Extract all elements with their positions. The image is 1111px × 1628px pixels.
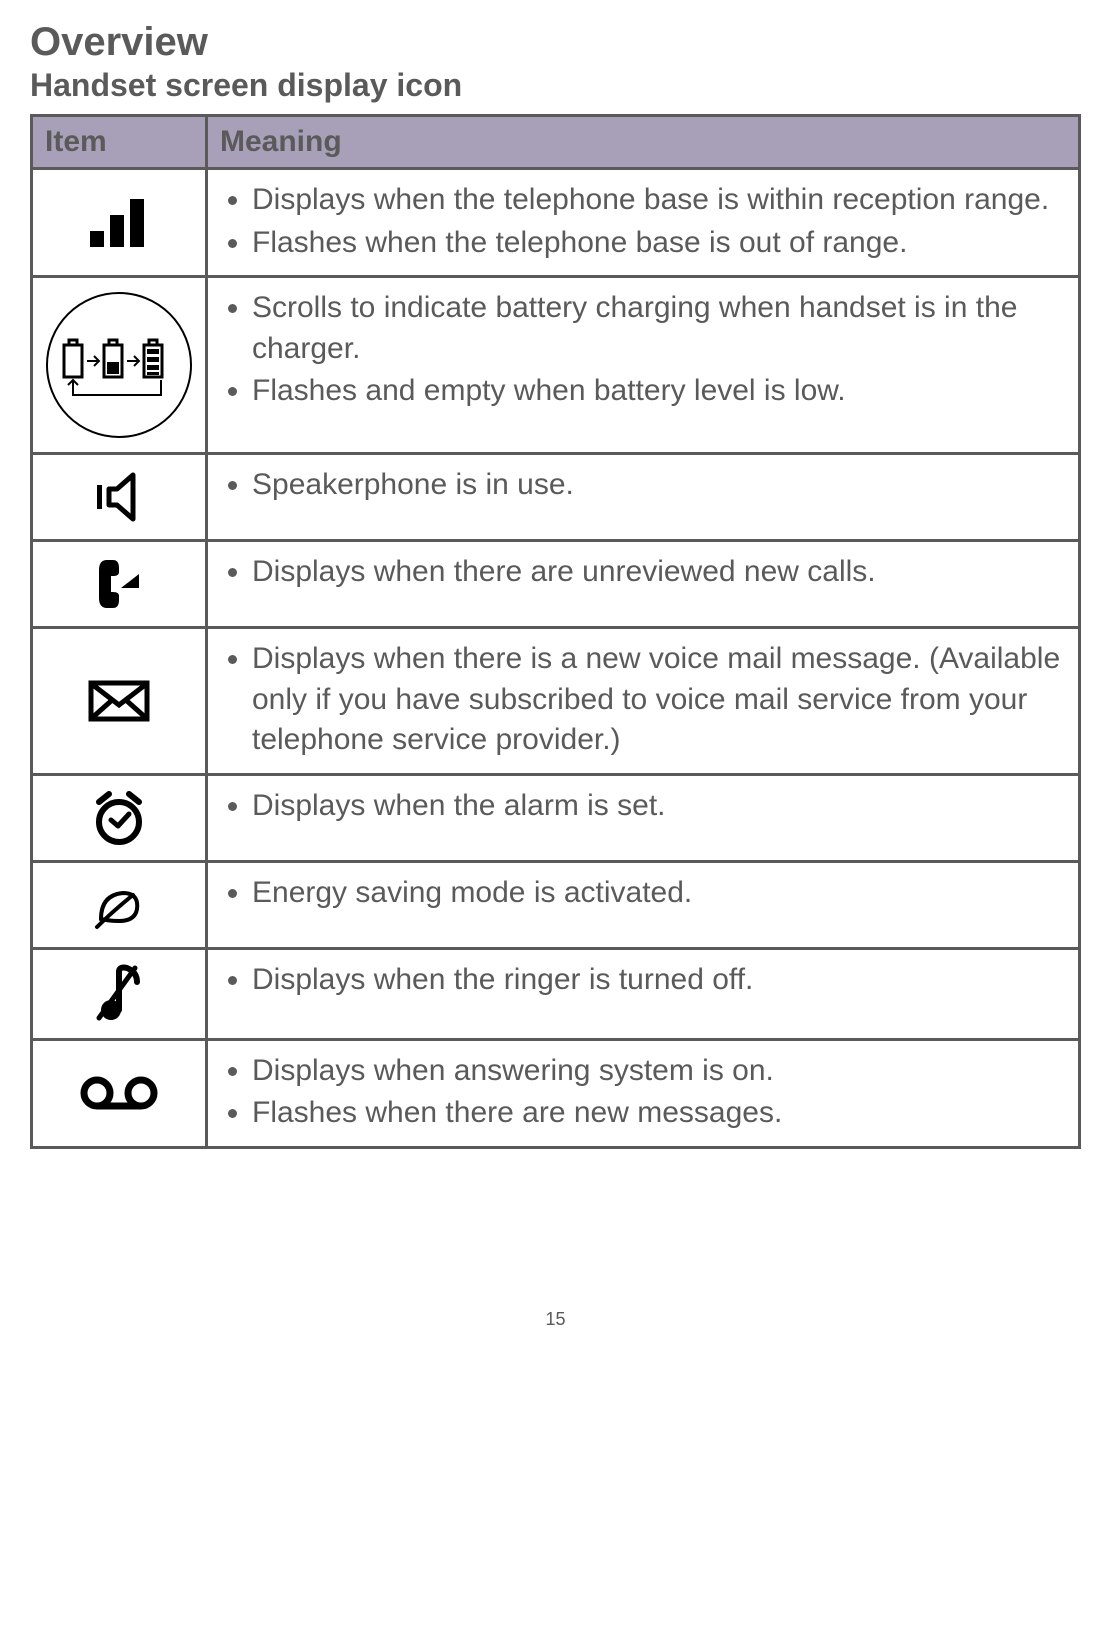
table-row: Displays when the ringer is turned off. <box>32 948 1080 1039</box>
meaning-point: Displays when the ringer is turned off. <box>252 960 1064 1001</box>
table-row: Displays when there are unreviewed new c… <box>32 541 1080 628</box>
table-row: Scrolls to indicate battery charging whe… <box>32 277 1080 454</box>
battery-icon <box>32 277 207 454</box>
meaning-point: Displays when the telephone base is with… <box>252 180 1064 221</box>
header-meaning: Meaning <box>207 116 1080 169</box>
meaning-point: Displays when answering system is on. <box>252 1051 1064 1092</box>
meaning-point: Energy saving mode is activated. <box>252 873 1064 914</box>
table-row: Speakerphone is in use. <box>32 454 1080 541</box>
table-row: Energy saving mode is activated. <box>32 861 1080 948</box>
table-row: Displays when the telephone base is with… <box>32 169 1080 277</box>
meaning-cell: Displays when the alarm is set. <box>207 774 1080 861</box>
page-number: 15 <box>30 1309 1081 1330</box>
meaning-point: Displays when there is a new voice mail … <box>252 639 1064 761</box>
missed-call-icon <box>32 541 207 628</box>
meaning-point: Flashes and empty when battery level is … <box>252 371 1064 412</box>
meaning-cell: Speakerphone is in use. <box>207 454 1080 541</box>
meaning-cell: Displays when there are unreviewed new c… <box>207 541 1080 628</box>
meaning-cell: Displays when answering system is on.Fla… <box>207 1039 1080 1147</box>
table-row: Displays when there is a new voice mail … <box>32 628 1080 775</box>
meaning-point: Scrolls to indicate battery charging whe… <box>252 288 1064 369</box>
page-title: Overview <box>30 20 1081 65</box>
meaning-point: Displays when the alarm is set. <box>252 786 1064 827</box>
meaning-point: Displays when there are unreviewed new c… <box>252 552 1064 593</box>
alarm-icon <box>32 774 207 861</box>
meaning-cell: Displays when there is a new voice mail … <box>207 628 1080 775</box>
eco-icon <box>32 861 207 948</box>
header-item: Item <box>32 116 207 169</box>
table-row: Displays when answering system is on.Fla… <box>32 1039 1080 1147</box>
meaning-point: Flashes when there are new messages. <box>252 1093 1064 1134</box>
ringer-off-icon <box>32 948 207 1039</box>
meaning-cell: Displays when the ringer is turned off. <box>207 948 1080 1039</box>
meaning-point: Speakerphone is in use. <box>252 465 1064 506</box>
answering-machine-icon <box>32 1039 207 1147</box>
voicemail-envelope-icon <box>32 628 207 775</box>
signal-icon <box>32 169 207 277</box>
table-row: Displays when the alarm is set. <box>32 774 1080 861</box>
icon-table: Item Meaning Displays when the telephone… <box>30 114 1081 1149</box>
meaning-cell: Scrolls to indicate battery charging whe… <box>207 277 1080 454</box>
section-subtitle: Handset screen display icon <box>30 67 1081 104</box>
meaning-point: Flashes when the telephone base is out o… <box>252 223 1064 264</box>
meaning-cell: Displays when the telephone base is with… <box>207 169 1080 277</box>
speaker-icon <box>32 454 207 541</box>
meaning-cell: Energy saving mode is activated. <box>207 861 1080 948</box>
